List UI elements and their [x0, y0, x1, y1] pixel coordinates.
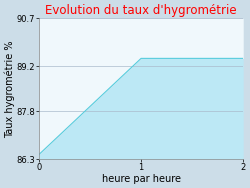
Y-axis label: Taux hygrométrie %: Taux hygrométrie % [4, 40, 15, 138]
X-axis label: heure par heure: heure par heure [102, 174, 180, 184]
Title: Evolution du taux d'hygrométrie: Evolution du taux d'hygrométrie [45, 4, 237, 17]
